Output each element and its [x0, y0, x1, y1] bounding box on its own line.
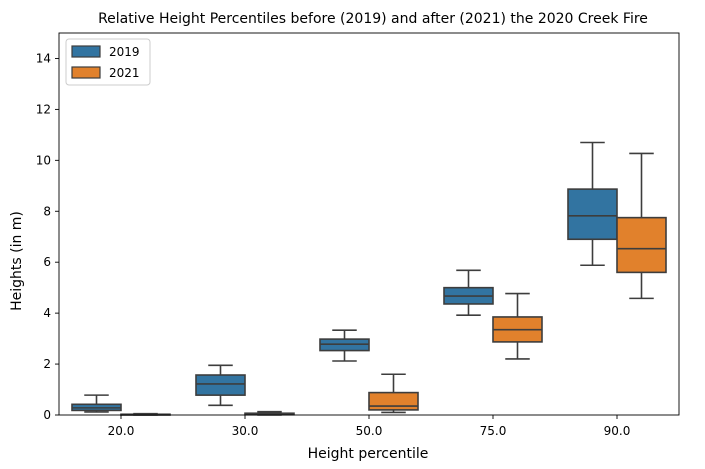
box-2021-50.0 [368, 391, 419, 411]
plot-area: 0 2 4 6 8 10 12 14 20.0 30.0 50.0 75.0 90.0 2019 2021 [36, 32, 680, 438]
y-tick-label: 10 [36, 153, 51, 167]
x-tick-label: 50.0 [356, 424, 383, 438]
x-tick-label: 30.0 [232, 424, 259, 438]
y-tick-label: 2 [43, 357, 51, 371]
y-axis-label: Heights (in m) [9, 211, 25, 311]
y-tick-label: 8 [43, 204, 51, 218]
y-tick-label: 6 [43, 255, 51, 269]
legend-label-2021: 2021 [109, 66, 140, 80]
x-tick-label: 90.0 [604, 424, 631, 438]
x-tick-label: 20.0 [108, 424, 135, 438]
x-axis-label: Height percentile [308, 446, 429, 462]
chart-title: Relative Height Percentiles before (2019… [98, 11, 648, 27]
legend-swatch-2019 [71, 45, 101, 58]
box-2019-90.0 [567, 188, 618, 241]
legend-label-2019: 2019 [109, 45, 140, 59]
x-tick-label: 75.0 [480, 424, 507, 438]
y-tick-label: 4 [43, 306, 51, 320]
legend-swatch-2021 [71, 66, 101, 79]
y-tick-label: 0 [43, 408, 51, 422]
box-2019-30.0 [195, 374, 246, 396]
box-2021-90.0 [616, 216, 667, 274]
y-tick-label: 12 [36, 102, 51, 116]
y-tick-label: 14 [36, 51, 51, 65]
